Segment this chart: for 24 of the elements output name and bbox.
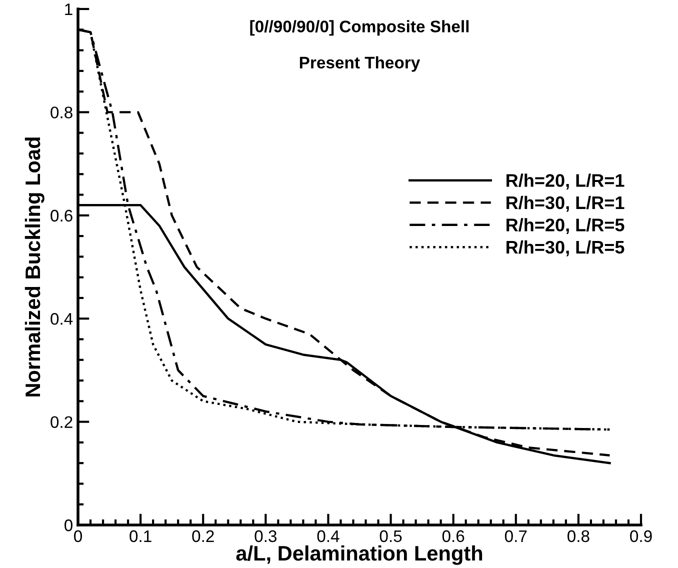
x-tick-label: 0.7 xyxy=(504,530,527,542)
x-tick-label: 0.3 xyxy=(254,530,277,542)
text: [0//90/90/0] Composite Shell xyxy=(250,20,469,36)
x-tick-label: 0.2 xyxy=(192,530,214,542)
y-axis-title: Normalized Buckling Load xyxy=(24,138,44,396)
text: Present Theory xyxy=(300,56,420,72)
x-tick-label: 0.6 xyxy=(442,530,464,542)
legend-label: R/h=30, L/R=1 xyxy=(506,196,624,212)
y-tick-label: 0.2 xyxy=(50,416,72,428)
x-tick-label: 0.4 xyxy=(317,530,340,542)
x-tick-label: 0.8 xyxy=(568,530,590,542)
legend-label: R/h=30, L/R=5 xyxy=(506,240,624,256)
x-tick-label: 0.5 xyxy=(380,530,402,542)
y-tick-label: 0 xyxy=(64,519,72,532)
y-tick-label: 0.6 xyxy=(50,210,72,222)
legend-label: R/h=20, L/R=5 xyxy=(506,218,624,234)
y-tick-label: 0.4 xyxy=(50,313,73,325)
x-tick-label: 0.9 xyxy=(630,530,652,542)
x-tick-label: 0.1 xyxy=(130,530,152,542)
y-tick-label: 0.8 xyxy=(50,106,72,118)
x-tick-label: 0 xyxy=(74,530,82,542)
y-tick-label: 1 xyxy=(65,4,72,16)
x-axis-title: a/L, Delamination Length xyxy=(236,545,482,565)
legend-label: R/h=20, L/R=1 xyxy=(506,174,624,190)
